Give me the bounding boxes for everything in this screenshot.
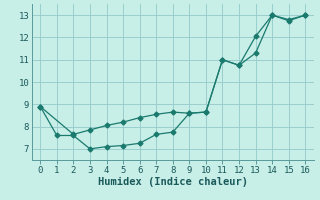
- X-axis label: Humidex (Indice chaleur): Humidex (Indice chaleur): [98, 177, 248, 187]
